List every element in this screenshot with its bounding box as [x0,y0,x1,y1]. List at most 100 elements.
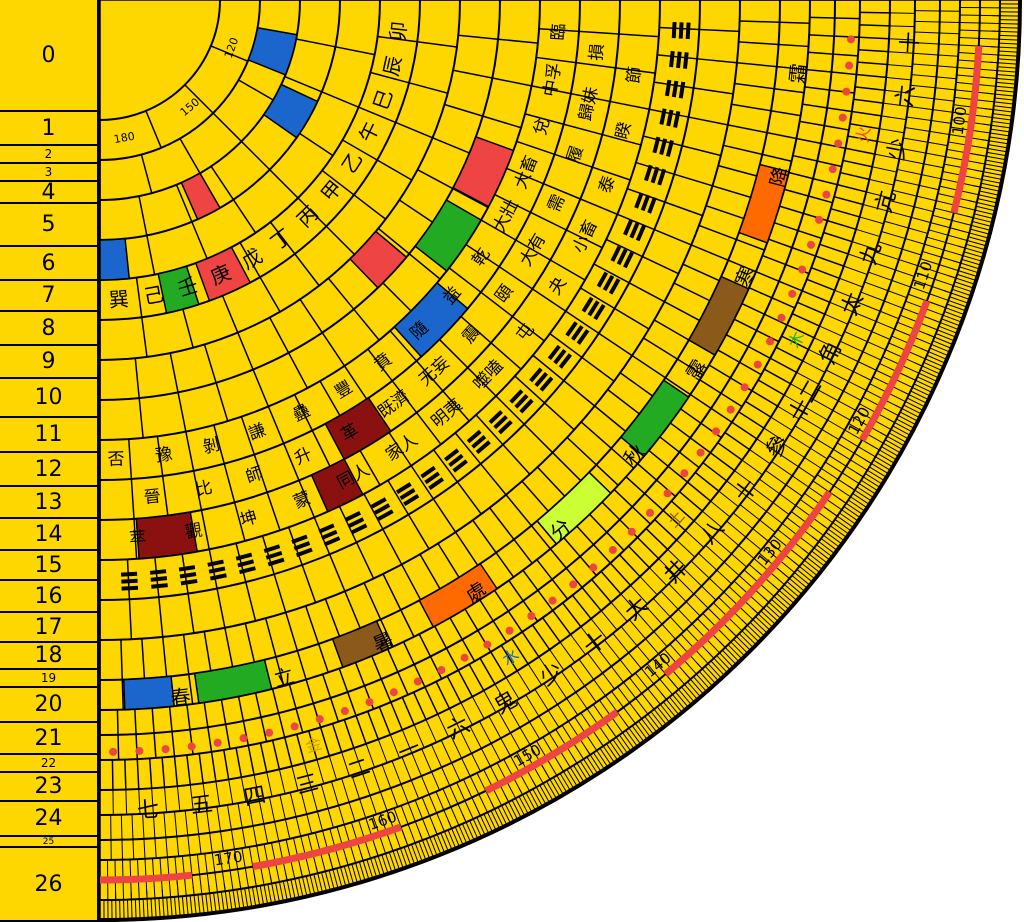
radial-divider [390,787,399,808]
radial-divider [566,769,578,787]
radial-divider [313,874,320,894]
radial-divider [295,816,302,837]
radial-divider [347,864,355,885]
trigram-symbol [420,465,445,490]
radial-divider [296,650,307,680]
radial-divider [752,487,774,503]
radial-divider [143,838,146,859]
radial-divider [979,37,1000,40]
radial-divider [593,263,630,284]
radial-divider [237,803,243,828]
radial-divider [415,360,444,392]
radial-divider [849,123,880,130]
radial-divider [593,752,605,770]
red-dot [627,527,636,536]
radial-divider [898,415,917,426]
radial-divider [224,891,229,912]
radial-divider [625,476,646,495]
radial-divider [883,442,901,454]
degree-tick [823,506,838,517]
radial-divider [202,783,207,809]
radial-divider [363,493,384,530]
radial-divider [627,545,650,569]
radial-divider [845,147,875,155]
red-dot [187,742,196,751]
radial-divider [130,899,133,920]
radial-divider [305,875,312,896]
radial-divider [214,872,218,893]
radial-divider [975,205,996,212]
degree-tick [572,756,578,764]
radial-divider [961,258,982,266]
trigram-symbol [149,569,168,589]
radial-divider [512,315,545,342]
radial-divider [580,421,612,449]
radial-divider [407,824,416,844]
radial-divider [757,379,785,396]
radial-divider [187,593,195,634]
radial-divider [286,880,292,900]
radial-divider [643,337,678,360]
radial-divider [601,501,621,521]
radial-divider [875,320,895,330]
radial-divider [521,480,549,512]
trigram-symbol [466,429,491,455]
radial-divider [913,42,939,45]
radial-divider [259,276,281,313]
trigram-symbol [652,136,674,157]
colored-cell [180,172,222,221]
radial-divider [583,758,595,777]
radial-divider [121,679,124,710]
colored-cell [349,230,408,289]
radial-divider [623,681,637,699]
radial-divider [145,110,162,149]
radial-divider [813,337,837,349]
radial-divider [889,200,915,208]
radial-divider [232,890,237,910]
degree-tick [161,889,164,898]
radial-divider [859,216,884,225]
ring-index-label: 7 [0,281,97,312]
radial-divider [184,810,189,836]
colored-cell [262,83,319,139]
radial-divider [847,135,878,143]
trigram-symbol [488,410,513,435]
radial-divider [247,745,255,775]
radial-divider [899,411,919,422]
radial-divider [269,317,290,354]
radial-divider [472,818,482,838]
trigram-symbol [529,367,554,392]
trigram-symbol [444,448,468,473]
radial-divider [941,318,961,327]
radial-divider [483,813,493,833]
radial-divider [422,840,431,860]
radial-divider [699,28,740,33]
radial-divider [293,394,313,431]
radial-divider [839,277,863,288]
radial-divider [410,465,434,500]
radial-divider [507,705,521,728]
radial-divider [864,281,889,292]
radial-divider [216,806,222,832]
degree-tick [360,852,364,861]
radial-divider [808,553,826,567]
hexagram-name: 晉 [143,486,162,508]
radial-divider [886,435,905,447]
radial-divider [400,805,409,825]
radial-divider [762,254,787,266]
radial-divider [539,28,580,33]
radial-divider [230,829,236,850]
degree-tick [970,153,987,157]
radial-divider [610,666,624,683]
radial-divider [492,77,532,87]
radial-divider [713,657,728,674]
degree-tick [300,869,303,878]
radial-divider [490,651,507,678]
radial-divider [649,567,668,586]
ring-index-label: 17 [0,613,97,643]
number-label: 五 [189,792,214,820]
radial-divider [868,271,892,281]
radial-divider [796,137,822,145]
radial-divider [734,82,775,90]
radial-divider [511,638,529,665]
